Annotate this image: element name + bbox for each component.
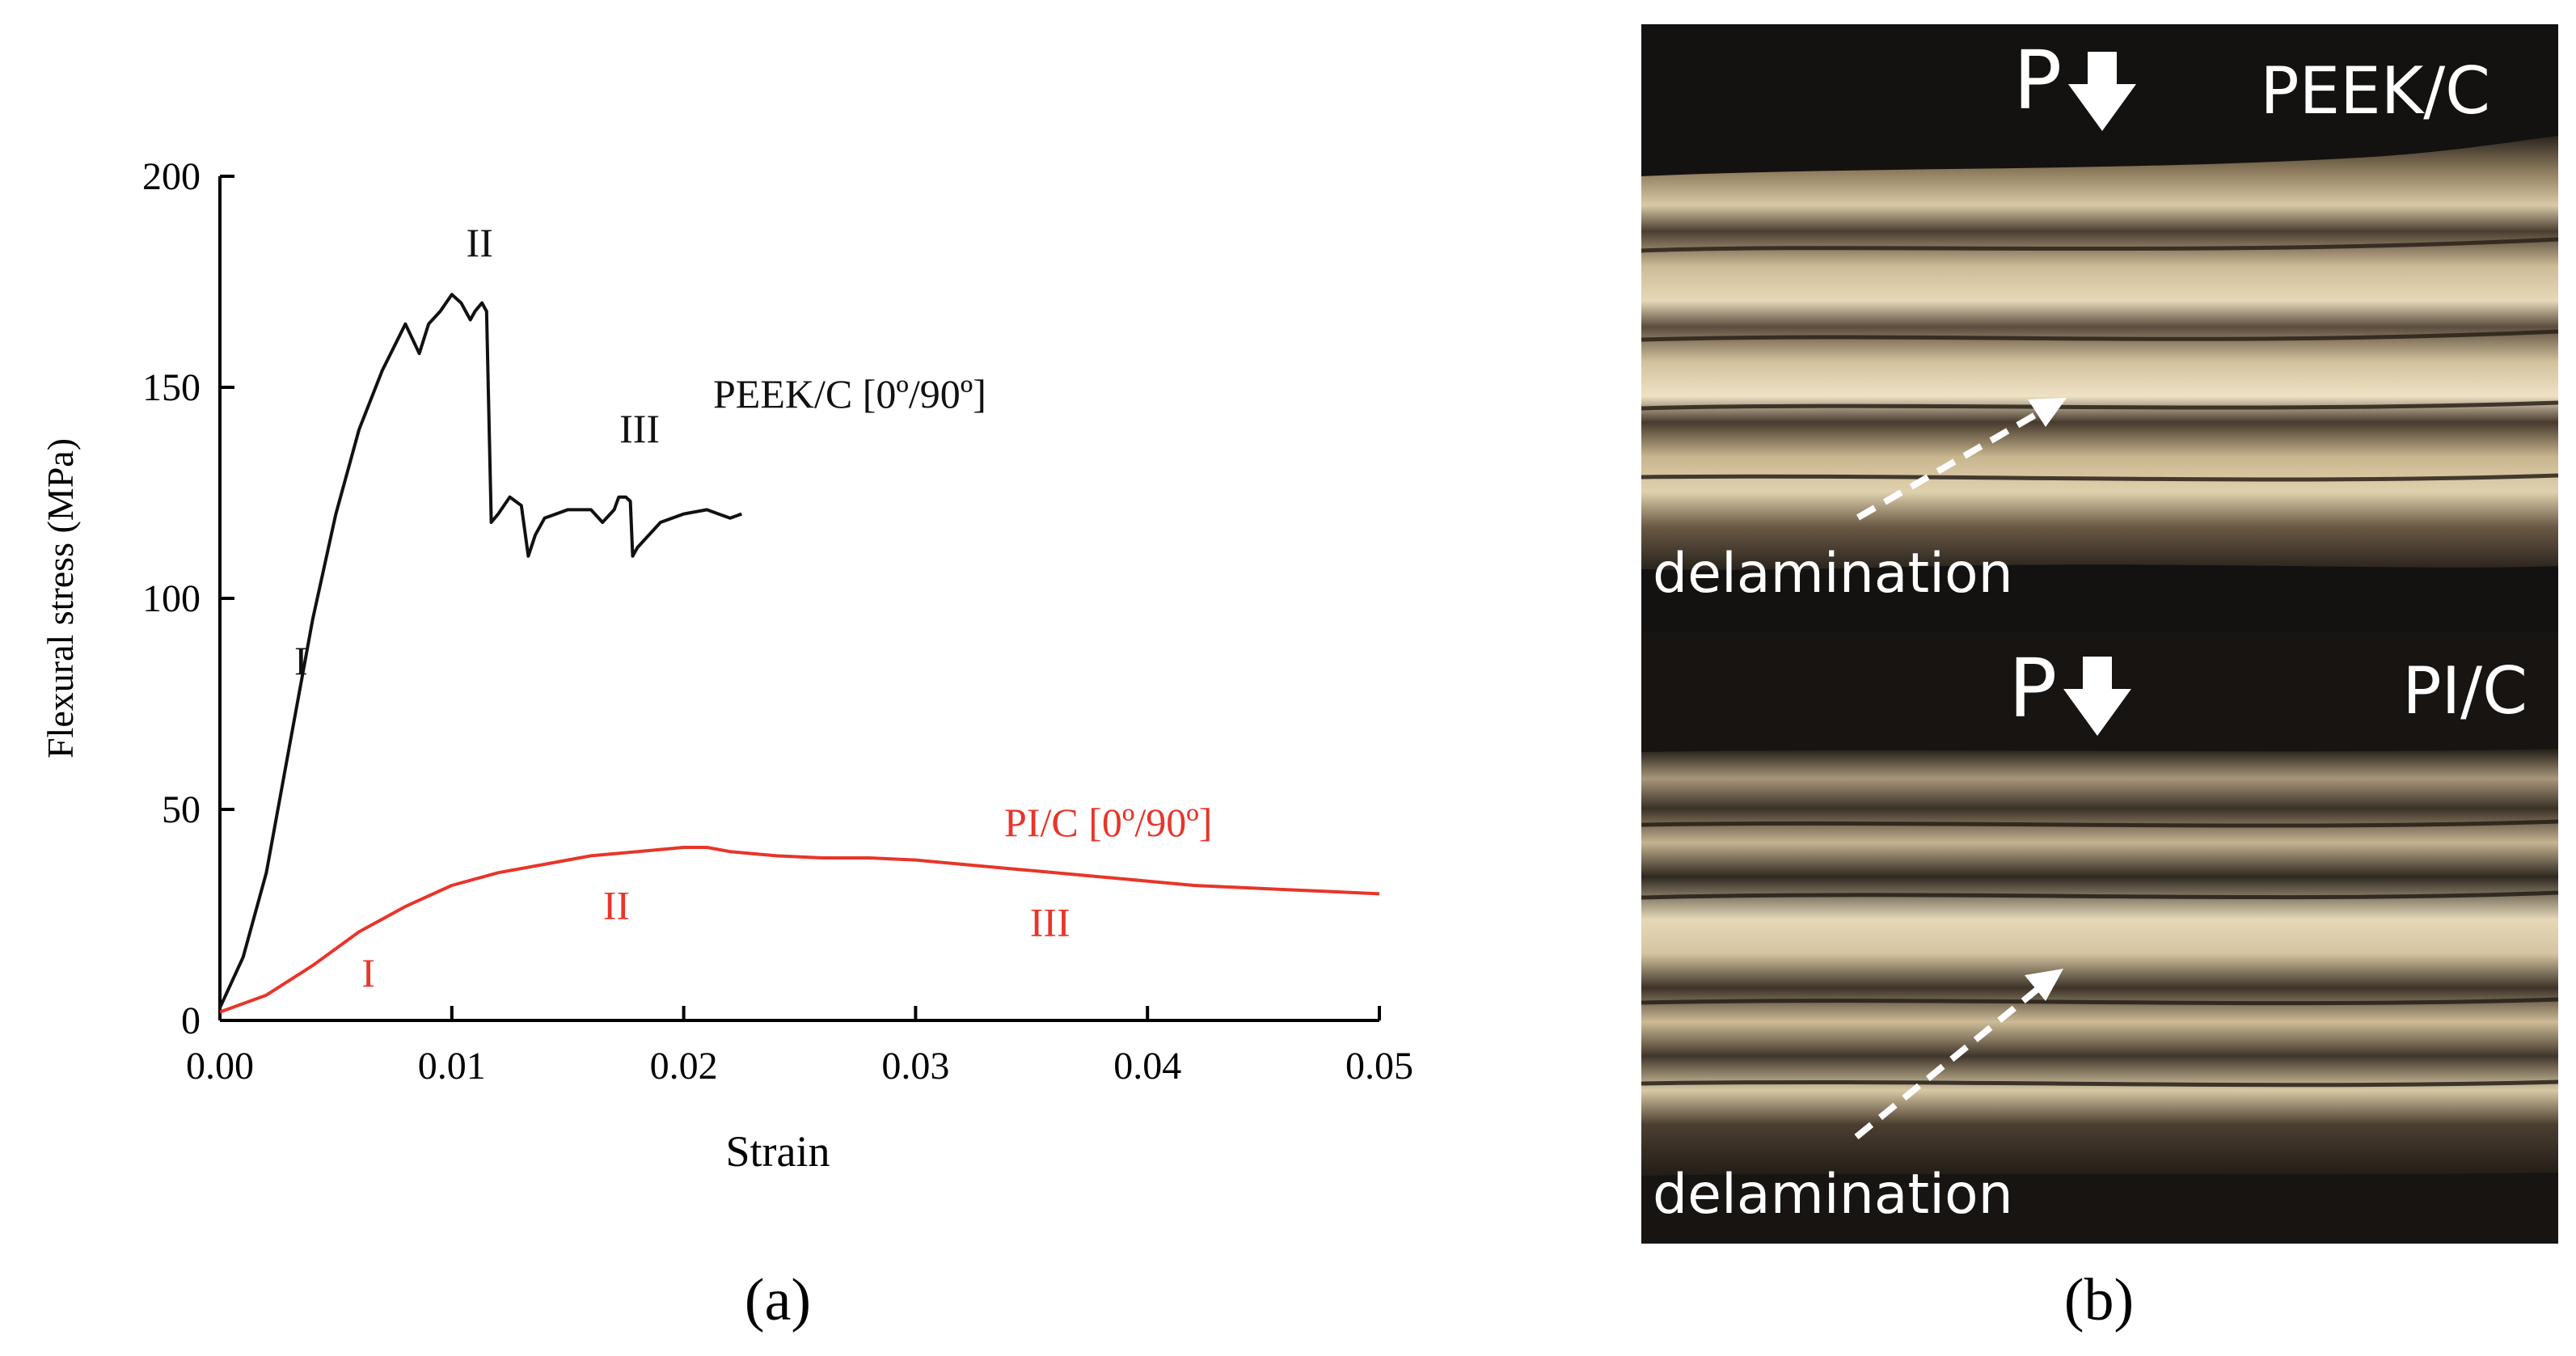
photo-bottom-material-label: PI/C (2402, 653, 2527, 729)
y-tick-label: 100 (142, 577, 201, 620)
y-axis-label: Flexural stress (MPa) (40, 438, 81, 758)
region-annotation: III (619, 406, 660, 451)
series-line-pi (219, 846, 1380, 1014)
y-tick-label: 0 (181, 999, 201, 1042)
photo-bottom-arrowhead-icon (2025, 969, 2063, 1001)
y-tick-group: 0 50 100 150 200 (142, 155, 234, 1042)
region-annotation: II (467, 220, 493, 265)
photo-top: P PEEK/C delamination (1641, 24, 2559, 632)
region-annotation: I (294, 638, 308, 683)
photo-bottom-load-label: P (2008, 641, 2057, 736)
panel-label-b: (b) (2064, 1267, 2134, 1333)
photo-top-defect-label: delamination (1653, 542, 2013, 606)
region-annotation: III (1030, 900, 1071, 945)
photo-panel: P PEEK/C delamination P PI/C delaminatio… (1641, 24, 2559, 1244)
photo-top-arrowhead-icon (2028, 398, 2067, 427)
x-tick-group: 0.00 0.01 0.02 0.03 0.04 0.05 (186, 1006, 1413, 1088)
series-line-peek (218, 293, 742, 1009)
region-annotation: II (603, 883, 630, 928)
legend-label-peek: PEEK/C [0º/90º] (713, 371, 986, 416)
legend-label-pi: PI/C [0º/90º] (1004, 800, 1212, 845)
x-tick-label: 0.05 (1345, 1045, 1413, 1088)
panel-label-a: (a) (745, 1267, 811, 1333)
photo-bottom-fiber-lines (1641, 819, 2559, 1088)
photo-top-material-label: PEEK/C (2260, 53, 2490, 129)
y-tick-label: 200 (142, 155, 201, 198)
x-axis-label: Strain (726, 1127, 830, 1176)
photo-top-fiber-lines (1641, 237, 2559, 482)
y-tick-label: 150 (142, 366, 201, 409)
region-annotation: I (361, 950, 375, 995)
x-tick-label: 0.00 (186, 1045, 254, 1088)
photo-top-laminate (1641, 136, 2558, 570)
photo-top-delamination-arrow (1856, 401, 2056, 521)
photo-top-load-arrow-icon (2068, 52, 2136, 131)
photo-bottom-delamination-arrow (1854, 977, 2051, 1140)
x-tick-label: 0.04 (1113, 1045, 1181, 1088)
y-tick-label: 50 (162, 788, 201, 831)
x-tick-label: 0.02 (650, 1045, 718, 1088)
x-tick-label: 0.03 (881, 1045, 949, 1088)
photo-bottom-load-arrow-icon (2063, 657, 2131, 736)
photo-top-load-label: P (2013, 33, 2062, 128)
photo-bottom: P PI/C delamination (1641, 632, 2559, 1244)
photo-bottom-defect-label: delamination (1653, 1163, 2013, 1227)
photo-bottom-laminate (1641, 749, 2558, 1176)
x-tick-label: 0.01 (418, 1045, 486, 1088)
series-group (218, 293, 1380, 1014)
